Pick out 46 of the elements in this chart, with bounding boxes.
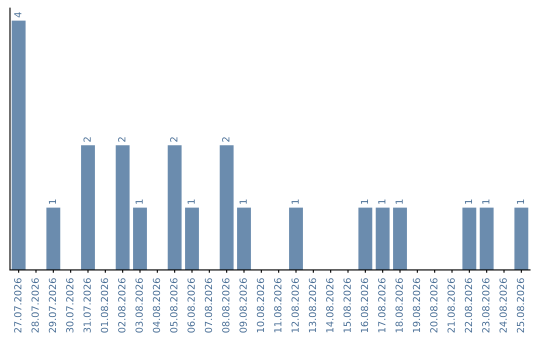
x-tick-label: 07.08.2026 (204, 278, 212, 333)
data-label: 1 (136, 200, 143, 204)
data-label: 2 (118, 137, 126, 142)
x-tick-label: 11.08.2026 (274, 278, 282, 332)
x-tick-label: 20.08.2026 (430, 278, 438, 333)
data-label: 2 (83, 137, 91, 142)
x-tick-label: 12.08.2026 (291, 278, 299, 332)
x-tick-label: 19.08.2026 (412, 278, 420, 332)
data-label: 4 (14, 12, 22, 18)
x-tick-label: 06.08.2026 (187, 278, 195, 333)
data-label: 1 (188, 200, 195, 204)
data-label: 2 (170, 137, 178, 142)
x-tick-label: 21.08.2026 (447, 278, 455, 333)
x-tick-label: 14.08.2026 (326, 278, 334, 332)
x-tick-label: 16.08.2026 (360, 278, 368, 332)
x-tick-label: 05.08.2026 (170, 278, 178, 333)
x-tick-label: 08.08.2026 (222, 278, 230, 333)
data-label: 1 (464, 200, 472, 204)
data-label: 1 (292, 200, 299, 204)
x-tick-label: 31.07.2026 (83, 278, 91, 333)
x-tick-label: 01.08.2026 (100, 278, 108, 333)
data-label: 1 (378, 200, 386, 204)
x-tick-label: 24.08.2026 (499, 278, 507, 333)
data-label: 1 (396, 200, 403, 204)
data-label: 1 (516, 200, 524, 204)
x-tick-label: 23.08.2026 (482, 278, 490, 333)
x-tick-label: 10.08.2026 (256, 278, 264, 332)
x-tick-label: 30.07.2026 (66, 278, 74, 333)
x-tick-label: 18.08.2026 (395, 278, 403, 332)
x-tick-label: 25.08.2026 (516, 278, 524, 333)
x-tick-label: 22.08.2026 (464, 278, 472, 333)
x-tick-label: 17.08.2026 (378, 278, 386, 332)
x-tick-label: 04.08.2026 (152, 278, 160, 333)
data-label: 1 (360, 200, 368, 204)
x-tick-label: 28.07.2026 (31, 278, 39, 333)
data-label: 1 (482, 200, 490, 204)
data-label: 1 (240, 200, 247, 204)
x-tick-label: 09.08.2026 (239, 278, 247, 333)
x-tick-label: 27.07.2026 (14, 278, 22, 333)
x-tick-label: 29.07.2026 (48, 278, 56, 333)
x-tick-label: 15.08.2026 (343, 278, 351, 332)
data-label: 1 (48, 200, 56, 204)
x-tick-label: 03.08.2026 (135, 278, 143, 333)
x-tick-label: 13.08.2026 (308, 278, 316, 332)
x-tick-label: 02.08.2026 (118, 278, 126, 333)
data-label: 2 (222, 137, 230, 142)
